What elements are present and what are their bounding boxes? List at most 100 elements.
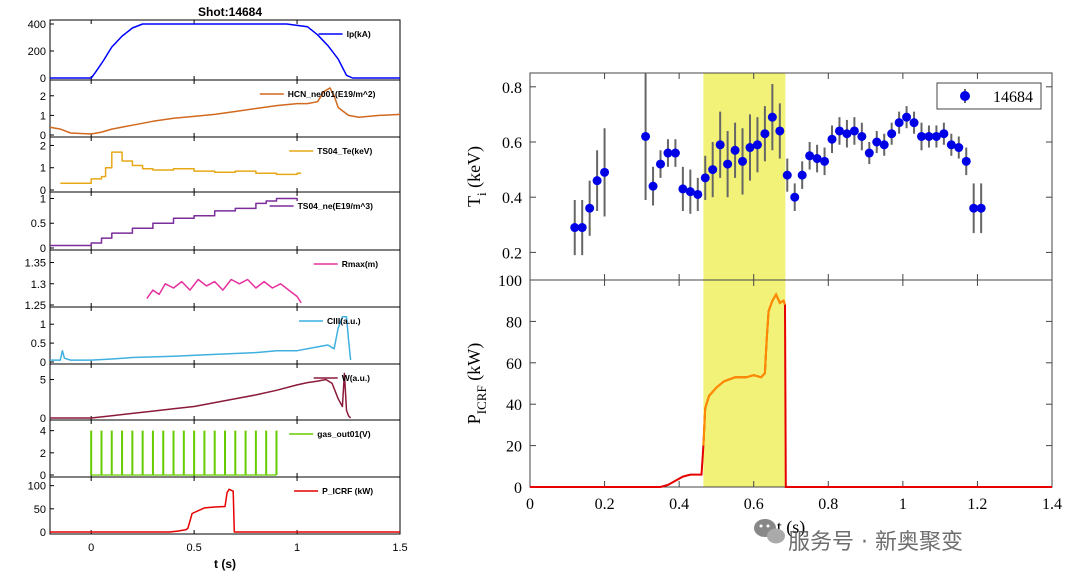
ti-data-point (585, 203, 595, 213)
right-panels: 0.2 0.4 0.6 0.8 0 20 40 60 80 100 0 0.2 0.4 0.6 0.8 1 1.… (464, 72, 1062, 538)
ti-data-point (663, 148, 673, 158)
ti-data-point (723, 159, 733, 169)
legend-label: gas_out01(V) (317, 429, 371, 439)
p-y-tick-label: 60 (506, 356, 522, 373)
p-y-tick-label: 80 (506, 314, 522, 331)
ti-data-point (685, 187, 695, 197)
legend-marker (960, 91, 970, 101)
ti-data-point (864, 148, 874, 158)
y-tick-label: 0 (40, 357, 46, 369)
ti-data-point (767, 112, 777, 122)
ti-data-point (745, 143, 755, 153)
x-tick-label: 0.2 (595, 496, 615, 513)
ti-data-point (917, 131, 926, 141)
legend-label: 14684 (993, 89, 1033, 106)
y-tick-label: 100 (28, 481, 46, 493)
picrf-y-axis-label-main: P (464, 414, 484, 424)
wechat-icon (754, 519, 785, 544)
ti-y-tick-label: 0.4 (502, 190, 522, 207)
y-tick-label: 2 (40, 448, 46, 460)
ti-data-point (931, 131, 941, 141)
ti-data-point (700, 173, 710, 183)
ti-data-point (961, 156, 971, 166)
watermark-text: 服务号 · 新奥聚变 (788, 530, 963, 555)
panel-8: 0 50 100 P_ICRF (kW) (28, 476, 401, 539)
y-tick-label: 0 (40, 470, 46, 482)
ti-data-point (872, 137, 882, 147)
x-axis-label: t (s) (214, 557, 236, 571)
x-tick-label: 1.5 (392, 542, 407, 554)
x-tick-label: 1.2 (967, 496, 987, 513)
y-tick-label: 1.35 (25, 258, 46, 270)
panel-6: 0 5 W(a.u.) (40, 363, 401, 425)
y-tick-label: 0.5 (31, 218, 46, 230)
panel-0: 0 200 400 Ip(kA) (28, 19, 401, 85)
ti-data-point (752, 140, 762, 150)
ti-data-point (738, 156, 748, 166)
ti-y-axis-label-sub: i (474, 192, 489, 196)
ti-data-point (782, 170, 792, 180)
y-tick-label: 400 (28, 19, 46, 31)
ti-data-point (902, 112, 912, 122)
picrf-y-axis-label-tail: (kW) (464, 343, 485, 385)
y-tick-label: 1 (40, 163, 46, 175)
ti-data-point (570, 223, 580, 233)
legend-label: CIII(a.u.) (327, 316, 361, 326)
panel-5: 0 0.5 1 CIII(a.u.) (31, 306, 401, 369)
ti-data-point (976, 203, 986, 213)
x-tick-label: 0.6 (744, 496, 764, 513)
ti-data-point (648, 181, 658, 191)
y-tick-label: 1 (40, 319, 46, 331)
panel-3: 0 0.5 1 TS04_ne(E19/m^3) (31, 191, 401, 255)
y-tick-label: 0.5 (31, 338, 46, 350)
y-tick-label: 200 (28, 46, 46, 58)
series-line (50, 372, 352, 419)
ti-data-point (834, 126, 844, 136)
legend-label: Rmax(m) (342, 259, 379, 269)
y-tick-label: 1 (40, 193, 46, 205)
ti-data-point (812, 154, 822, 164)
ti-data-point (924, 131, 934, 141)
x-tick-label: 1 (899, 496, 907, 513)
ti-data-point (715, 140, 725, 150)
series-line (50, 315, 352, 361)
ti-data-point (641, 131, 651, 141)
ti-data-point (708, 165, 718, 175)
y-tick-label: 1 (40, 110, 46, 122)
picrf-line-red (530, 292, 1052, 488)
ti-y-tick-label: 0.8 (502, 80, 522, 97)
picrf-y-axis-label: PICRF (kW) (464, 343, 489, 424)
ti-data-point (909, 118, 919, 128)
ti-data-point (887, 129, 897, 139)
ti-data-point (857, 131, 867, 141)
ti-data-point (730, 145, 740, 155)
legend-label: HCN_ne001(E19/m^2) (288, 89, 376, 99)
left-title: Shot:14684 (198, 5, 262, 19)
ti-data-point (797, 170, 807, 180)
panel-7: 0 2 4 gas_out01(V) (40, 419, 401, 482)
ti-data-point (939, 129, 949, 139)
ti-data-point (954, 143, 964, 153)
ti-data-point (820, 156, 830, 166)
y-tick-label: 2 (40, 140, 46, 152)
ti-data-point (790, 192, 800, 202)
ti-data-point (805, 151, 815, 161)
ti-y-tick-label: 0.6 (502, 135, 522, 152)
series-line (146, 278, 302, 304)
ti-data-point (879, 140, 889, 150)
ti-y-tick-label: 0.2 (502, 245, 522, 262)
y-tick-label: 0 (40, 130, 46, 142)
ti-data-point (577, 223, 587, 233)
y-tick-label: 2 (40, 91, 46, 103)
legend-label: TS04_ne(E19/m^3) (298, 201, 374, 211)
y-tick-label: 50 (34, 504, 46, 516)
x-tick-label: 0 (88, 542, 94, 554)
ti-y-axis-label-main: T (464, 196, 484, 207)
y-tick-label: 5 (40, 375, 46, 387)
y-tick-label: 0 (40, 413, 46, 425)
ti-y-axis-label-tail: (keV) (464, 146, 485, 192)
ti-data-point (656, 159, 665, 169)
p-y-tick-label: 0 (514, 480, 522, 497)
x-tick-label: 0 (526, 496, 534, 513)
